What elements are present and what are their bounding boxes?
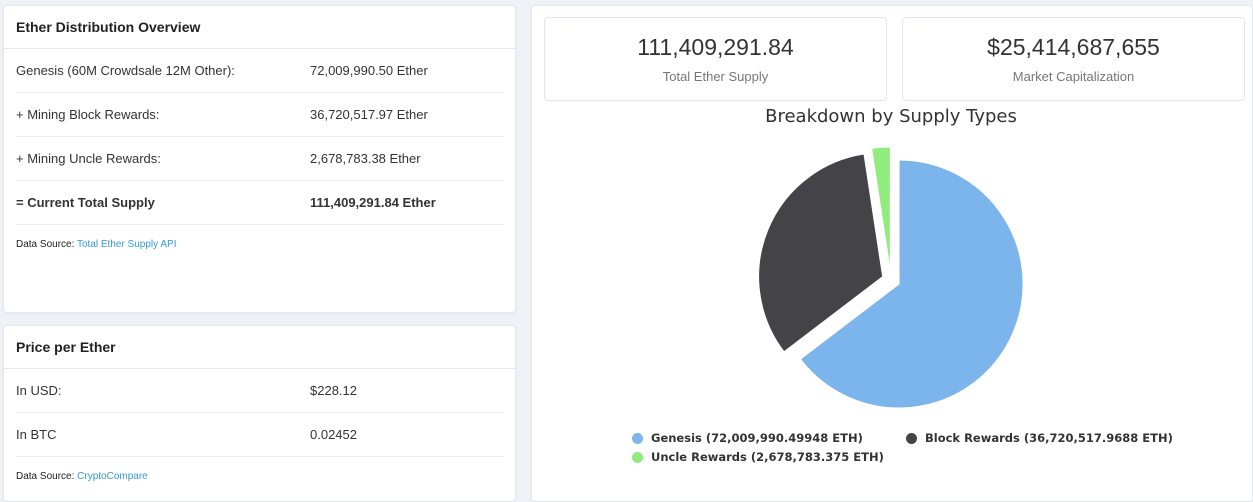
- pie-slice-uncle-rewards[interactable]: [871, 146, 891, 272]
- legend-dot-block-rewards: [906, 432, 917, 444]
- cryptocompare-link[interactable]: CryptoCompare: [77, 471, 148, 482]
- market-cap-label: Market Capitalization: [1012, 69, 1135, 84]
- supply-pie-chart: [758, 146, 1024, 409]
- legend-item-genesis[interactable]: Genesis (72,009,990.49948 ETH): [632, 431, 863, 445]
- row-label: = Current Total Supply: [16, 195, 155, 210]
- row-value: 72,009,990.50 Ether: [310, 63, 428, 78]
- row-label: + Mining Block Rewards:: [16, 107, 160, 122]
- distribution-card: Ether Distribution Overview Genesis (60M…: [3, 5, 516, 313]
- legend-item-uncle-rewards[interactable]: Uncle Rewards (2,678,783.375 ETH): [632, 450, 884, 464]
- legend-label-block-rewards: Block Rewards (36,720,517.9688 ETH): [925, 431, 1173, 445]
- total-ether-supply-api-link[interactable]: Total Ether Supply API: [76, 239, 177, 250]
- total-supply-value: 111,409,291.84: [637, 34, 794, 60]
- row-value: $228.12: [310, 383, 357, 398]
- legend-dot-uncle-rewards: [632, 451, 643, 463]
- market-cap-value: $25,414,687,655: [987, 34, 1160, 60]
- price-source: Data Source: CryptoCompare: [4, 457, 515, 496]
- price-row-btc: In BTC 0.02452: [16, 413, 503, 457]
- market-cap-stat: $25,414,687,655 Market Capitalization: [902, 17, 1245, 101]
- distribution-row-genesis: Genesis (60M Crowdsale 12M Other): 72,00…: [16, 49, 503, 93]
- distribution-row-block-rewards: + Mining Block Rewards: 36,720,517.97 Et…: [16, 93, 503, 137]
- total-supply-label: Total Ether Supply: [662, 69, 769, 84]
- row-value: 2,678,783.38 Ether: [310, 151, 421, 166]
- row-value: 36,720,517.97 Ether: [310, 107, 428, 122]
- row-value: 0.02452: [310, 427, 357, 442]
- distribution-row-total: = Current Total Supply 111,409,291.84 Et…: [16, 181, 503, 225]
- source-prefix: Data Source:: [16, 471, 75, 482]
- source-prefix: Data Source:: [16, 239, 75, 250]
- distribution-source: Data Source: Total Ether Supply API: [4, 225, 515, 264]
- legend-dot-genesis: [632, 432, 643, 444]
- distribution-title: Ether Distribution Overview: [4, 6, 515, 49]
- legend-label-uncle-rewards: Uncle Rewards (2,678,783.375 ETH): [651, 450, 884, 464]
- pie-slice-block-rewards[interactable]: [758, 153, 884, 353]
- distribution-row-uncle-rewards: + Mining Uncle Rewards: 2,678,783.38 Eth…: [16, 137, 503, 181]
- row-label: In USD:: [16, 383, 62, 398]
- price-card: Price per Ether In USD: $228.12 In BTC 0…: [3, 325, 516, 502]
- row-value: 111,409,291.84 Ether: [310, 195, 436, 210]
- price-row-usd: In USD: $228.12: [16, 369, 503, 413]
- total-supply-stat: 111,409,291.84 Total Ether Supply: [544, 17, 887, 101]
- row-label: In BTC: [16, 427, 57, 442]
- legend-item-block-rewards[interactable]: Block Rewards (36,720,517.9688 ETH): [906, 431, 1173, 445]
- price-title: Price per Ether: [4, 326, 515, 369]
- legend-label-genesis: Genesis (72,009,990.49948 ETH): [651, 431, 863, 445]
- chart-title: Breakdown by Supply Types: [765, 106, 1017, 127]
- row-label: + Mining Uncle Rewards:: [16, 151, 161, 166]
- row-label: Genesis (60M Crowdsale 12M Other):: [16, 63, 235, 78]
- pie-slice-genesis[interactable]: [799, 159, 1024, 409]
